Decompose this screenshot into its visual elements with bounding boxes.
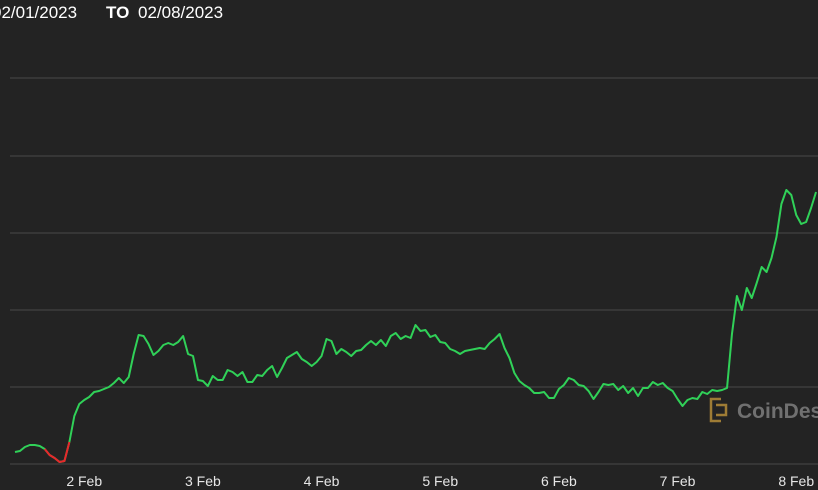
watermark-logo bbox=[709, 397, 728, 423]
date-separator: TO bbox=[106, 3, 129, 22]
price-line bbox=[14, 189, 817, 463]
x-tick-label: 8 Feb bbox=[778, 473, 814, 489]
x-tick-label: 2 Feb bbox=[66, 473, 102, 489]
logo-inner bbox=[716, 403, 728, 417]
price-line-below bbox=[43, 441, 71, 463]
date-to: 02/08/2023 bbox=[138, 3, 223, 22]
x-tick-label: 4 Feb bbox=[304, 473, 340, 489]
watermark: CoinDesk bbox=[709, 397, 818, 423]
x-tick-label: 7 Feb bbox=[660, 473, 696, 489]
logo-bracket bbox=[709, 397, 721, 423]
x-tick-label: 6 Feb bbox=[541, 473, 577, 489]
x-tick-label: 3 Feb bbox=[185, 473, 221, 489]
watermark-text: CoinDesk bbox=[737, 400, 818, 423]
plot-area bbox=[14, 189, 817, 463]
x-tick-label: 5 Feb bbox=[422, 473, 458, 489]
date-from: 02/01/2023 bbox=[0, 3, 77, 22]
grid bbox=[10, 77, 818, 465]
